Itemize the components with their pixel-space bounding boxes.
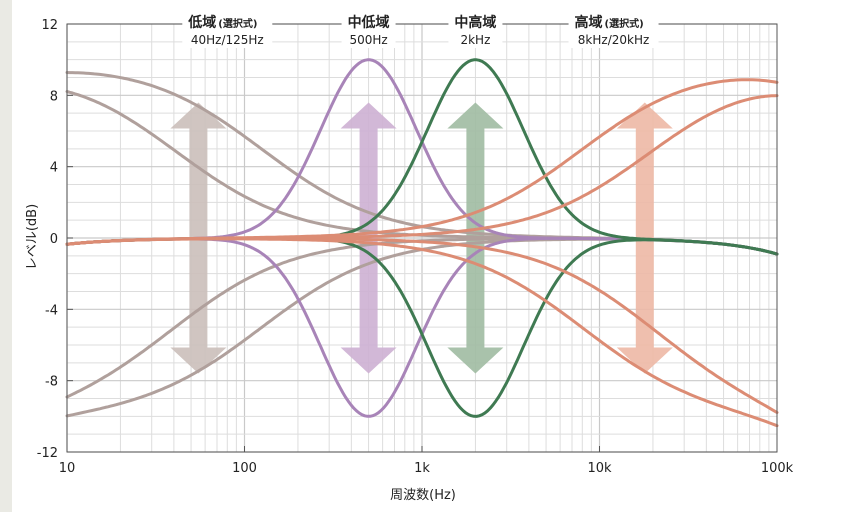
y-axis-title: レベル(dB) xyxy=(25,204,40,270)
y-tick-label: 0 xyxy=(50,232,58,247)
band-frequency-1: 40Hz/125Hz xyxy=(191,33,264,47)
x-tick-label: 10 xyxy=(59,461,76,476)
tick-labels: 10 100 1k 10k 100k 12 8 4 0 -4 -8 -12 xyxy=(37,18,794,476)
band-title-4: 高域 xyxy=(575,14,603,31)
band-title-2: 中低域 xyxy=(348,14,390,31)
x-tick-label: 100k xyxy=(761,461,794,476)
band-title-3: 中高域 xyxy=(454,14,496,31)
x-tick-label: 10k xyxy=(587,461,612,476)
band-label-bg-3 xyxy=(448,10,503,48)
band-title-1: 低域 xyxy=(187,14,216,31)
y-tick-label: 8 xyxy=(50,89,58,104)
y-tick-label: -8 xyxy=(45,375,58,390)
x-tick-label: 1k xyxy=(414,461,430,476)
y-tick-label: 4 xyxy=(50,161,58,176)
response-curves xyxy=(65,58,779,428)
band-note-4: (選択式) xyxy=(605,17,644,30)
band-frequency-4: 8kHz/20kHz xyxy=(578,33,650,47)
band-label-bg-4 xyxy=(568,10,659,48)
band-frequency-3: 2kHz xyxy=(460,33,490,47)
x-axis-title: 周波数(Hz) xyxy=(390,488,456,503)
series-line-12 xyxy=(65,237,779,414)
plot-frame xyxy=(66,23,778,453)
band-label-bg-1 xyxy=(182,10,273,48)
band-note-1: (選択式) xyxy=(218,17,257,30)
band-label-bg-2 xyxy=(341,10,396,48)
y-tick-label: 12 xyxy=(41,18,58,33)
x-tick-label: 100 xyxy=(232,461,257,476)
band-frequency-2: 500Hz xyxy=(349,33,387,47)
y-tick-label: -4 xyxy=(45,303,58,318)
y-tick-label: -12 xyxy=(37,446,58,461)
